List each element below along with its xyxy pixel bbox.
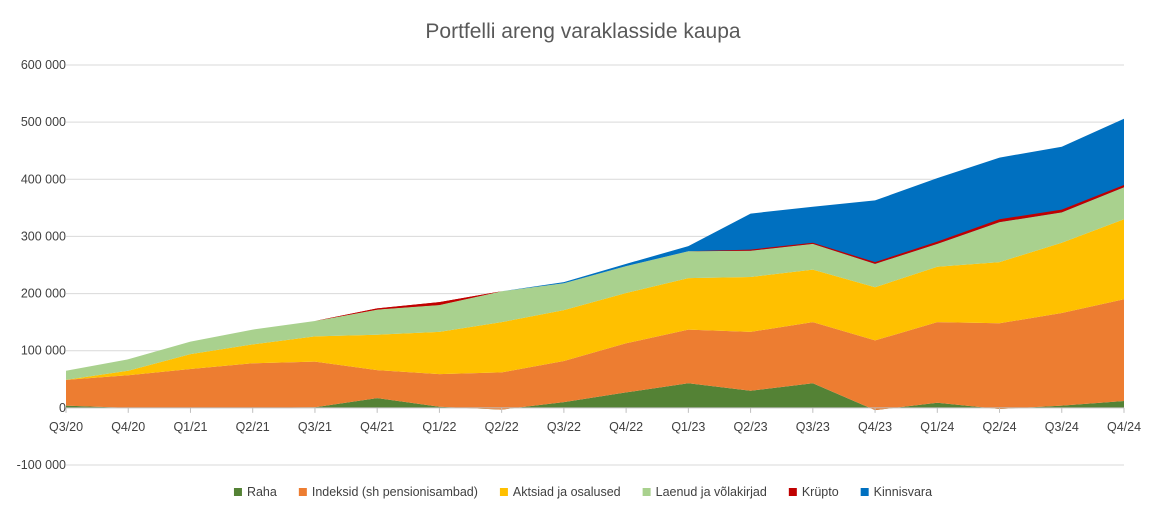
x-tick-label: Q1/24 xyxy=(920,420,954,434)
x-axis-tick-labels: Q3/20 Q4/20 Q1/21 Q2/21 Q3/21 Q4/21 Q1/22 Q2/22… xyxy=(49,420,1141,434)
y-tick-label: 100 000 xyxy=(21,344,66,358)
y-tick-label: -100 000 xyxy=(17,458,66,472)
legend-label-raha: Raha xyxy=(247,485,277,499)
x-tick-label: Q4/20 xyxy=(111,420,145,434)
area-laenud-ja-volakirjad xyxy=(66,187,1124,380)
x-tick-label: Q4/21 xyxy=(360,420,394,434)
x-tick-label: Q3/20 xyxy=(49,420,83,434)
x-tick-label: Q3/22 xyxy=(547,420,581,434)
x-tick-label: Q2/23 xyxy=(734,420,768,434)
legend-swatch-krupto xyxy=(788,488,797,496)
x-tick-label: Q4/23 xyxy=(858,420,892,434)
area-series xyxy=(66,118,1124,411)
y-tick-label: 400 000 xyxy=(21,172,66,186)
area-indeksid-sh-pensionisambad xyxy=(66,299,1124,411)
x-tick-label: Q3/23 xyxy=(796,420,830,434)
axes xyxy=(65,407,1125,413)
legend: Raha Indeksid (sh pensionisambad) Aktsiad … xyxy=(233,485,932,499)
x-tick-label: Q2/21 xyxy=(236,420,270,434)
legend-swatch-aktsiad-ja-osalused xyxy=(499,488,508,496)
x-tick-label: Q3/24 xyxy=(1045,420,1079,434)
legend-label-aktsiad-ja-osalused: Aktsiad ja osalused xyxy=(513,485,621,499)
legend-swatch-kinnisvara xyxy=(860,488,869,496)
y-tick-label: 600 000 xyxy=(21,58,66,72)
y-tick-label: 0 xyxy=(59,401,66,415)
legend-label-kinnisvara: Kinnisvara xyxy=(874,485,932,499)
legend-swatch-indeksid-sh-pensionisambad xyxy=(298,488,307,496)
chart-title: Portfelli areng varaklasside kaupa xyxy=(425,20,740,43)
area-kinnisvara xyxy=(66,118,1124,371)
y-tick-label: 200 000 xyxy=(21,287,66,301)
x-tick-label: Q1/22 xyxy=(422,420,456,434)
y-axis-tick-labels: 600 000 500 000 400 000 300 000 200 000 100 0… xyxy=(17,58,66,472)
x-tick-label: Q4/22 xyxy=(609,420,643,434)
legend-swatch-raha xyxy=(233,488,242,496)
x-tick-label: Q2/22 xyxy=(485,420,519,434)
x-tick-label: Q3/21 xyxy=(298,420,332,434)
area-raha xyxy=(66,383,1124,411)
y-tick-label: 300 000 xyxy=(21,229,66,243)
y-tick-label: 500 000 xyxy=(21,115,66,129)
legend-swatch-laenud-ja-volakirjad xyxy=(642,488,651,496)
area-aktsiad-ja-osalused xyxy=(66,219,1124,380)
legend-label-krupto: Krüpto xyxy=(802,485,839,499)
x-tick-label: Q4/24 xyxy=(1107,420,1141,434)
legend-label-laenud-ja-volakirjad: Laenud ja võlakirjad xyxy=(656,485,767,499)
x-tick-label: Q2/24 xyxy=(982,420,1016,434)
legend-label-indeksid-sh-pensionisambad: Indeksid (sh pensionisambad) xyxy=(312,485,478,499)
x-tick-label: Q1/23 xyxy=(671,420,705,434)
x-tick-label: Q1/21 xyxy=(173,420,207,434)
